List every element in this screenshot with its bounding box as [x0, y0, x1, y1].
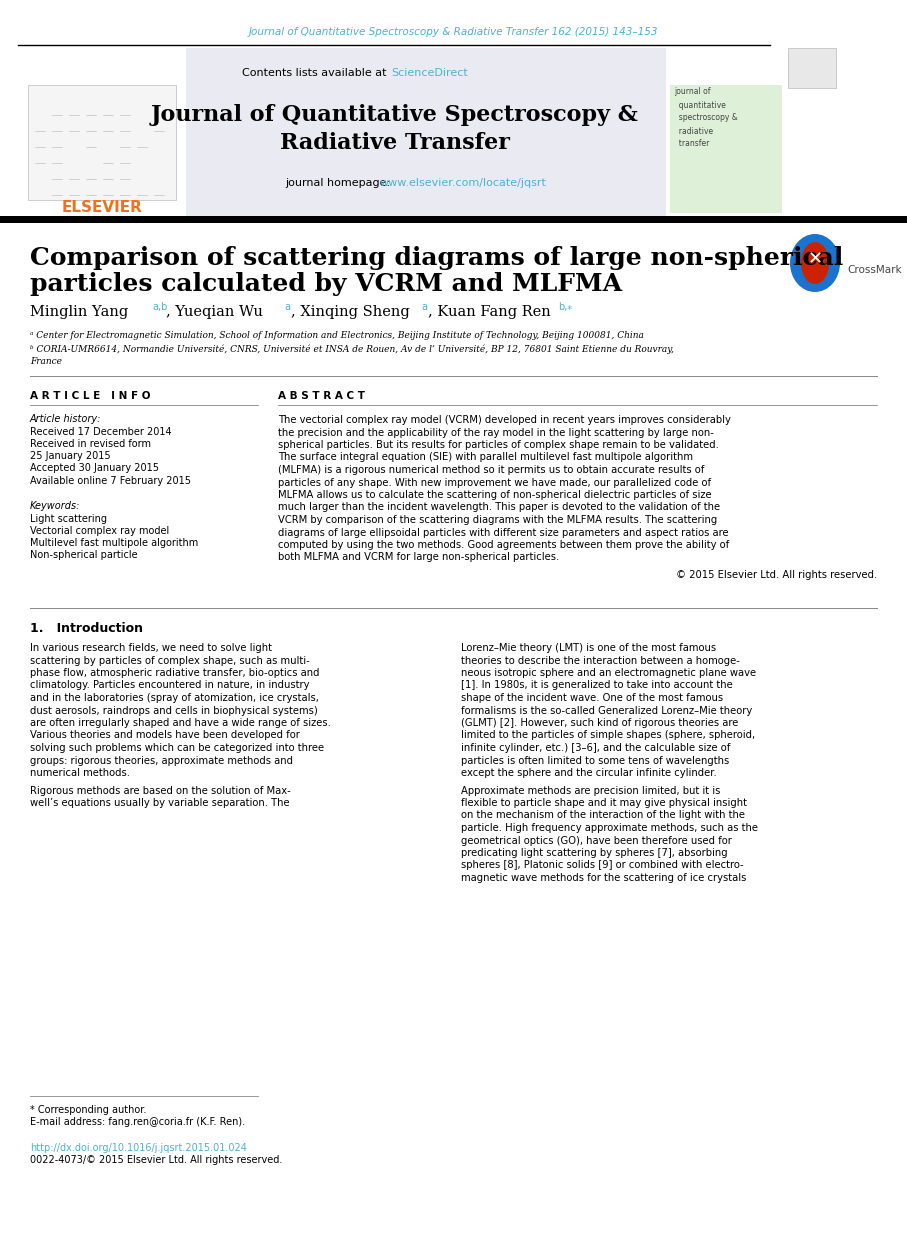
- Text: © 2015 Elsevier Ltd. All rights reserved.: © 2015 Elsevier Ltd. All rights reserved…: [676, 569, 877, 579]
- Text: http://dx.doi.org/10.1016/j.jqsrt.2015.01.024: http://dx.doi.org/10.1016/j.jqsrt.2015.0…: [30, 1143, 247, 1153]
- Text: both MLFMA and VCRM for large non-spherical particles.: both MLFMA and VCRM for large non-spheri…: [278, 552, 560, 562]
- Text: The vectorial complex ray model (VCRM) developed in recent years improves consid: The vectorial complex ray model (VCRM) d…: [278, 415, 731, 425]
- Text: Vectorial complex ray model: Vectorial complex ray model: [30, 526, 170, 536]
- Text: climatology. Particles encountered in nature, in industry: climatology. Particles encountered in na…: [30, 681, 309, 691]
- Text: on the mechanism of the interaction of the light with the: on the mechanism of the interaction of t…: [461, 811, 745, 821]
- Text: spheres [8], Platonic solids [9] or combined with electro-: spheres [8], Platonic solids [9] or comb…: [461, 860, 744, 870]
- Bar: [670, 85, 782, 213]
- Ellipse shape: [790, 234, 840, 292]
- Text: flexible to particle shape and it may give physical insight: flexible to particle shape and it may gi…: [461, 799, 747, 808]
- Text: E-mail address: fang.ren@coria.fr (K.F. Ren).: E-mail address: fang.ren@coria.fr (K.F. …: [30, 1117, 245, 1127]
- Text: spherical particles. But its results for particles of complex shape remain to be: spherical particles. But its results for…: [278, 439, 719, 449]
- Text: a: a: [421, 302, 427, 312]
- Text: Radiative Transfer: Radiative Transfer: [280, 132, 510, 154]
- Text: Available online 7 February 2015: Available online 7 February 2015: [30, 475, 191, 487]
- Text: geometrical optics (GO), have been therefore used for: geometrical optics (GO), have been there…: [461, 836, 732, 846]
- Text: particles is often limited to some tens of wavelengths: particles is often limited to some tens …: [461, 755, 729, 765]
- Text: radiative: radiative: [674, 126, 713, 135]
- Bar: [0, 215, 907, 223]
- Text: journal of: journal of: [674, 88, 710, 97]
- Text: Non-spherical particle: Non-spherical particle: [30, 550, 138, 560]
- Text: 25 January 2015: 25 January 2015: [30, 451, 111, 461]
- Text: Approximate methods are precision limited, but it is: Approximate methods are precision limite…: [461, 785, 720, 796]
- Text: [1]. In 1980s, it is generalized to take into account the: [1]. In 1980s, it is generalized to take…: [461, 681, 733, 691]
- Text: transfer: transfer: [674, 140, 709, 149]
- Text: Journal of Quantitative Spectroscopy & Radiative Transfer 162 (2015) 143–153: Journal of Quantitative Spectroscopy & R…: [249, 27, 658, 37]
- Text: , Kuan Fang Ren: , Kuan Fang Ren: [428, 305, 551, 319]
- Text: Received in revised form: Received in revised form: [30, 439, 151, 449]
- Text: infinite cylinder, etc.) [3–6], and the calculable size of: infinite cylinder, etc.) [3–6], and the …: [461, 743, 730, 753]
- Text: (MLFMA) is a rigorous numerical method so it permits us to obtain accurate resul: (MLFMA) is a rigorous numerical method s…: [278, 465, 705, 475]
- Text: Minglin Yang: Minglin Yang: [30, 305, 128, 319]
- Text: Comparison of scattering diagrams of large non-spherical: Comparison of scattering diagrams of lar…: [30, 246, 844, 270]
- Text: Rigorous methods are based on the solution of Max-: Rigorous methods are based on the soluti…: [30, 785, 291, 796]
- Text: except the sphere and the circular infinite cylinder.: except the sphere and the circular infin…: [461, 768, 717, 777]
- Text: computed by using the two methods. Good agreements between them prove the abilit: computed by using the two methods. Good …: [278, 540, 729, 550]
- Text: The surface integral equation (SIE) with parallel multilevel fast multipole algo: The surface integral equation (SIE) with…: [278, 453, 693, 463]
- Text: Light scattering: Light scattering: [30, 514, 107, 524]
- Text: spectroscopy &: spectroscopy &: [674, 114, 737, 123]
- Text: * Corresponding author.: * Corresponding author.: [30, 1106, 146, 1115]
- Text: www.elsevier.com/locate/jqsrt: www.elsevier.com/locate/jqsrt: [380, 178, 547, 188]
- Text: solving such problems which can be categorized into three: solving such problems which can be categ…: [30, 743, 324, 753]
- Text: much larger than the incident wavelength. This paper is devoted to the validatio: much larger than the incident wavelength…: [278, 503, 720, 513]
- Bar: [18, 48, 666, 218]
- Text: a,b: a,b: [152, 302, 168, 312]
- Text: ᵇ CORIA-UMR6614, Normandie Université, CNRS, Université et INSA de Rouen, Av de : ᵇ CORIA-UMR6614, Normandie Université, C…: [30, 344, 674, 354]
- Text: scattering by particles of complex shape, such as multi-: scattering by particles of complex shape…: [30, 655, 310, 666]
- Text: , Xinqing Sheng: , Xinqing Sheng: [291, 305, 410, 319]
- Text: Contents lists available at: Contents lists available at: [242, 68, 390, 78]
- Text: MLFMA allows us to calculate the scattering of non-spherical dielectric particle: MLFMA allows us to calculate the scatter…: [278, 490, 712, 500]
- Bar: [18, 48, 186, 218]
- Text: numerical methods.: numerical methods.: [30, 768, 130, 777]
- Text: are often irregularly shaped and have a wide range of sizes.: are often irregularly shaped and have a …: [30, 718, 331, 728]
- Text: Lorenz–Mie theory (LMT) is one of the most famous: Lorenz–Mie theory (LMT) is one of the mo…: [461, 643, 717, 652]
- Text: b,⁎: b,⁎: [558, 302, 572, 312]
- Bar: [28, 85, 176, 201]
- Text: In various research fields, we need to solve light: In various research fields, we need to s…: [30, 643, 272, 652]
- Text: CrossMark: CrossMark: [847, 265, 902, 275]
- Text: 0022-4073/© 2015 Elsevier Ltd. All rights reserved.: 0022-4073/© 2015 Elsevier Ltd. All right…: [30, 1155, 282, 1165]
- Text: 1.   Introduction: 1. Introduction: [30, 621, 143, 635]
- Text: a: a: [284, 302, 290, 312]
- Text: well’s equations usually by variable separation. The: well’s equations usually by variable sep…: [30, 799, 289, 808]
- Text: ELSEVIER: ELSEVIER: [62, 199, 142, 214]
- Text: ✕: ✕: [807, 250, 823, 267]
- Text: groups: rigorous theories, approximate methods and: groups: rigorous theories, approximate m…: [30, 755, 293, 765]
- Text: shape of the incident wave. One of the most famous: shape of the incident wave. One of the m…: [461, 693, 723, 703]
- Text: limited to the particles of simple shapes (sphere, spheroid,: limited to the particles of simple shape…: [461, 730, 756, 740]
- Text: Article history:: Article history:: [30, 413, 102, 423]
- Text: (GLMT) [2]. However, such kind of rigorous theories are: (GLMT) [2]. However, such kind of rigoro…: [461, 718, 738, 728]
- Text: Received 17 December 2014: Received 17 December 2014: [30, 427, 171, 437]
- Text: the precision and the applicability of the ray model in the light scattering by : the precision and the applicability of t…: [278, 427, 714, 437]
- Text: and in the laboratories (spray of atomization, ice crystals,: and in the laboratories (spray of atomiz…: [30, 693, 319, 703]
- Text: theories to describe the interaction between a homoge-: theories to describe the interaction bet…: [461, 655, 740, 666]
- Text: Keywords:: Keywords:: [30, 501, 81, 511]
- Text: neous isotropic sphere and an electromagnetic plane wave: neous isotropic sphere and an electromag…: [461, 669, 756, 678]
- Text: phase flow, atmospheric radiative transfer, bio-optics and: phase flow, atmospheric radiative transf…: [30, 669, 319, 678]
- Text: France: France: [30, 358, 62, 366]
- Text: predicating light scattering by spheres [7], absorbing: predicating light scattering by spheres …: [461, 848, 727, 858]
- Text: ᵃ Center for Electromagnetic Simulation, School of Information and Electronics, : ᵃ Center for Electromagnetic Simulation,…: [30, 332, 644, 340]
- Text: Accepted 30 January 2015: Accepted 30 January 2015: [30, 463, 159, 473]
- Text: Journal of Quantitative Spectroscopy &: Journal of Quantitative Spectroscopy &: [151, 104, 639, 126]
- Text: dust aerosols, raindrops and cells in biophysical systems): dust aerosols, raindrops and cells in bi…: [30, 706, 317, 716]
- Text: VCRM by comparison of the scattering diagrams with the MLFMA results. The scatte: VCRM by comparison of the scattering dia…: [278, 515, 717, 525]
- Ellipse shape: [801, 241, 829, 284]
- Text: A R T I C L E   I N F O: A R T I C L E I N F O: [30, 391, 151, 401]
- Text: quantitative: quantitative: [674, 100, 726, 109]
- Text: Various theories and models have been developed for: Various theories and models have been de…: [30, 730, 300, 740]
- Text: , Yueqian Wu: , Yueqian Wu: [166, 305, 263, 319]
- Text: particle. High frequency approximate methods, such as the: particle. High frequency approximate met…: [461, 823, 758, 833]
- Bar: [788, 48, 836, 88]
- Text: magnetic wave methods for the scattering of ice crystals: magnetic wave methods for the scattering…: [461, 873, 746, 883]
- Text: Multilevel fast multipole algorithm: Multilevel fast multipole algorithm: [30, 539, 199, 548]
- Text: particles calculated by VCRM and MLFMA: particles calculated by VCRM and MLFMA: [30, 272, 622, 296]
- Text: formalisms is the so-called Generalized Lorenz–Mie theory: formalisms is the so-called Generalized …: [461, 706, 752, 716]
- Text: diagrams of large ellipsoidal particles with different size parameters and aspec: diagrams of large ellipsoidal particles …: [278, 527, 728, 537]
- Text: journal homepage:: journal homepage:: [285, 178, 394, 188]
- Text: A B S T R A C T: A B S T R A C T: [278, 391, 365, 401]
- Text: ScienceDirect: ScienceDirect: [391, 68, 468, 78]
- Text: particles of any shape. With new improvement we have made, our parallelized code: particles of any shape. With new improve…: [278, 478, 711, 488]
